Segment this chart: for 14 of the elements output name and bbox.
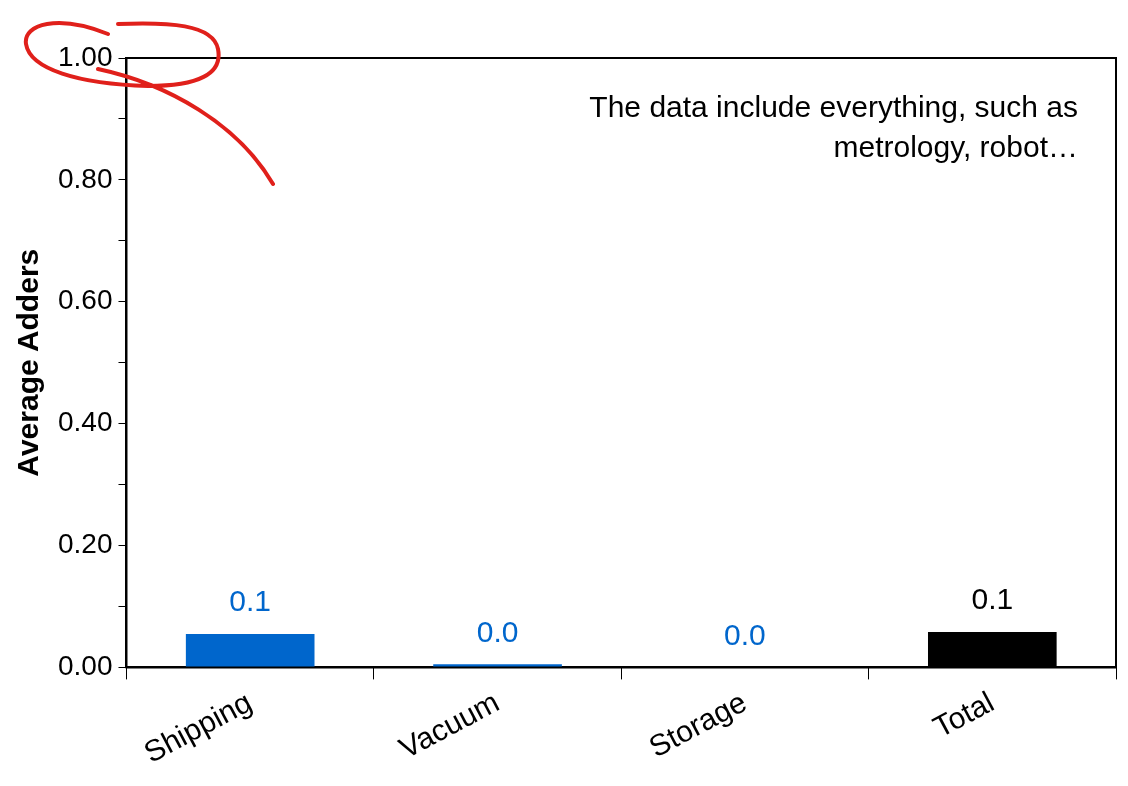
y-tick-label: 0.00: [58, 650, 113, 682]
data-label: 0.1: [971, 582, 1014, 616]
y-tick-label: 0.40: [58, 406, 113, 438]
y-tick-label: 1.00: [58, 40, 113, 72]
data-label: 0.1: [229, 584, 272, 618]
y-axis-title: Average Adders: [11, 248, 45, 477]
bar: [185, 633, 315, 667]
y-tick-label: 0.60: [58, 284, 113, 316]
data-label: 0.0: [476, 614, 519, 648]
data-label: 0.0: [724, 617, 766, 651]
x-tick-label: Total: [927, 684, 1000, 744]
y-tick-label: 0.20: [58, 528, 113, 560]
annotation: The data include everything, such as metrology, robot…: [589, 90, 1078, 164]
y-tick-label: 0.80: [58, 162, 113, 194]
